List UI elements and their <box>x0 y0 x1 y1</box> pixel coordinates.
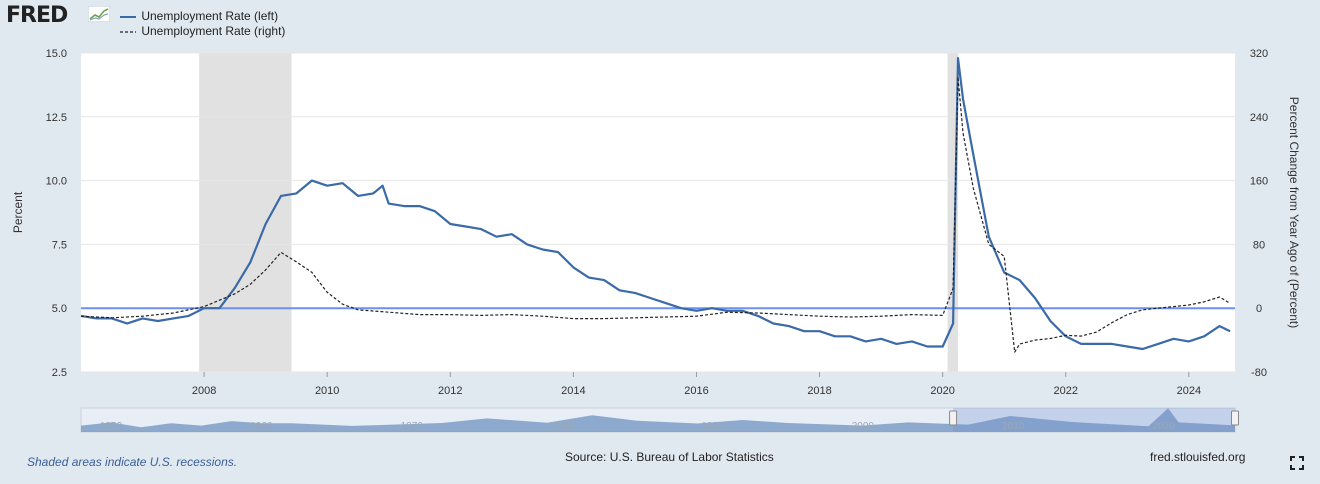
y-right-tick-label: 160 <box>1250 176 1268 188</box>
navigator-label: 1980 <box>551 421 574 432</box>
y-left-tick-label: 7.5 <box>52 239 67 251</box>
fred-logo[interactable]: FRED <box>6 3 68 28</box>
x-tick-label: 2024 <box>1177 385 1201 397</box>
x-tick-label: 2020 <box>930 385 954 397</box>
x-tick-label: 2014 <box>561 385 585 397</box>
legend-solid-line-icon <box>120 15 136 18</box>
x-tick-label: 2008 <box>192 385 216 397</box>
navigator-selection <box>953 408 1235 432</box>
y-right-tick-label: 320 <box>1250 48 1268 60</box>
y-left-tick-label: 15.0 <box>46 48 67 60</box>
navigator-handle-right[interactable] <box>1231 410 1239 426</box>
site-link[interactable]: fred.stlouisfed.org <box>1150 450 1246 464</box>
navigator-area <box>81 408 1235 432</box>
y-right-tick-label: 0 <box>1256 303 1262 315</box>
navigator-label: 1970 <box>401 421 424 432</box>
series-line-unemployment-left <box>80 56 1231 351</box>
y-right-tick-label: 240 <box>1250 112 1268 124</box>
series-line-unemployment-right <box>80 76 1231 353</box>
fullscreen-icon[interactable] <box>1290 456 1304 470</box>
x-tick-label: 2012 <box>438 385 462 397</box>
fred-graph-icon <box>88 6 110 22</box>
source-text: Source: U.S. Bureau of Labor Statistics <box>565 450 774 464</box>
chart-canvas[interactable]: 2.5 5.0 7.5 10.0 12.5 15.0 -80 0 80 160 240 320 2008… <box>0 0 1320 440</box>
navigator-handle-left[interactable] <box>949 410 958 426</box>
x-tick-label: 2018 <box>807 385 831 397</box>
y-left-tick-label: 10.0 <box>46 176 67 188</box>
navigator-label: 1960 <box>250 421 273 432</box>
y-left-tick-label: 12.5 <box>46 112 67 124</box>
y-right-tick-label: 80 <box>1253 239 1265 251</box>
legend-item-left[interactable]: Unemployment Rate (left) <box>120 9 278 23</box>
legend-label-right: Unemployment Rate (right) <box>141 24 286 38</box>
legend-label-left: Unemployment Rate (left) <box>141 9 279 23</box>
y-left-axis-label: Percent <box>11 191 25 233</box>
x-tick-label: 2016 <box>684 385 708 397</box>
y-right-axis-label: Percent Change from Year Ago of (Percent… <box>1287 97 1301 328</box>
navigator-label: 1990 <box>701 421 724 432</box>
recession-note: Shaded areas indicate U.S. recessions. <box>27 455 238 469</box>
x-tick-label: 2010 <box>315 385 339 397</box>
navigator-label: 2000 <box>852 421 875 432</box>
legend-dashed-line-icon <box>120 31 136 33</box>
y-left-tick-label: 5.0 <box>52 303 67 315</box>
navigator-label: 1950 <box>100 421 123 432</box>
recession-band <box>199 53 292 372</box>
legend-item-right[interactable]: Unemployment Rate (right) <box>120 24 285 38</box>
y-left-tick-label: 2.5 <box>52 367 67 379</box>
y-right-tick-label: -80 <box>1251 367 1267 379</box>
x-tick-label: 2022 <box>1054 385 1078 397</box>
navigator-label: 2020 <box>1152 421 1175 432</box>
recession-band <box>947 53 959 372</box>
navigator-label: 2010 <box>1002 421 1025 432</box>
